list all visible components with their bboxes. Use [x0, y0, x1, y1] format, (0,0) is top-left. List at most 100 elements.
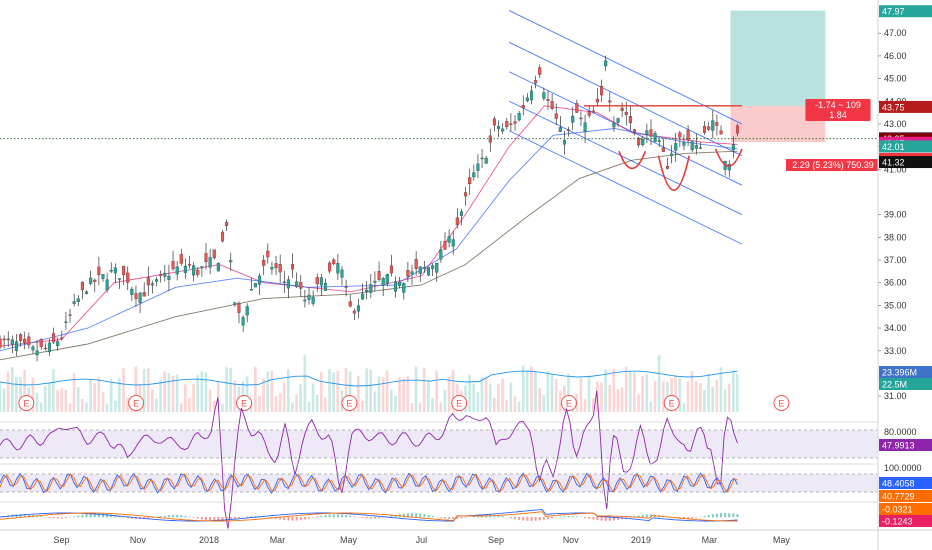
candle-body — [204, 253, 208, 263]
volume-bar — [542, 395, 546, 412]
macd-histogram-bar — [637, 515, 640, 518]
time-axis[interactable]: Sep Nov 2018 Mar May Jul Sep Nov 2019 Mar May — [0, 529, 932, 545]
macd-histogram-bar — [575, 516, 578, 518]
volume-bar — [23, 370, 26, 412]
time-tick-label: May — [340, 535, 358, 545]
candle-body — [220, 231, 225, 242]
volume-bar — [113, 400, 117, 412]
volume-bar — [488, 383, 492, 412]
candle-body — [649, 129, 653, 137]
candle-body — [694, 144, 698, 149]
candle-body — [703, 125, 707, 133]
candle-body — [496, 126, 501, 129]
macd-histogram-bar — [617, 517, 620, 520]
volume-bar — [109, 379, 113, 412]
macd-signal-badge — [879, 503, 932, 515]
volume-bar — [188, 398, 191, 412]
volume-bar — [35, 392, 39, 412]
price-axis-background — [878, 0, 932, 550]
candle-body — [381, 278, 385, 286]
macd-histogram-bar — [369, 517, 372, 519]
candle-body — [365, 289, 369, 293]
volume-bar — [43, 385, 47, 412]
volume-bar — [637, 394, 640, 412]
candle-body — [179, 254, 183, 264]
candle-body — [620, 107, 624, 111]
volume-bar — [118, 378, 121, 412]
macd-histogram-bar — [538, 517, 541, 521]
volume-bar — [291, 402, 294, 412]
volume-bar — [414, 366, 418, 412]
macd-histogram-bar — [180, 515, 183, 518]
earnings-marker[interactable] — [236, 395, 253, 411]
candle-body — [117, 278, 122, 280]
volume-bar — [216, 382, 220, 412]
volume-bar — [468, 374, 471, 412]
volume-badge — [879, 366, 932, 378]
volume-bar — [394, 395, 397, 412]
macd-histogram-bar — [534, 517, 537, 521]
volume-bar — [287, 369, 290, 412]
candle-body — [418, 266, 422, 274]
candle-body — [150, 283, 154, 286]
volume-badge — [879, 378, 932, 390]
earnings-marker[interactable] — [18, 395, 35, 411]
candle-body — [521, 105, 525, 109]
volume-bar — [31, 377, 35, 412]
volume-bar — [513, 396, 517, 412]
volume-bar — [624, 366, 628, 412]
earnings-marker[interactable] — [451, 395, 468, 411]
macd-histogram-bar — [27, 514, 30, 518]
macd-histogram-bar — [60, 517, 63, 519]
earnings-marker[interactable] — [341, 395, 358, 411]
candle-body — [422, 267, 426, 269]
volume-bar — [307, 402, 311, 412]
earnings-marker[interactable] — [663, 395, 680, 411]
volume-bar — [645, 374, 649, 412]
stoch-k-badge — [879, 477, 932, 489]
volume-bar — [731, 370, 735, 412]
volume-badge-label: 22.5M — [882, 380, 907, 390]
macd-histogram-bar — [340, 514, 343, 518]
volume-bar — [315, 394, 319, 412]
candle-body — [373, 280, 377, 283]
volume-bar — [373, 391, 377, 412]
candle-body — [645, 130, 649, 135]
volume-bar — [418, 402, 422, 412]
macd-histogram-bar — [172, 514, 175, 518]
candle-body — [356, 305, 361, 312]
volume-bar — [443, 389, 447, 412]
candle-body — [653, 132, 657, 142]
earnings-marker[interactable] — [773, 395, 790, 411]
volume-bar — [303, 354, 307, 412]
macd-histogram-bar — [497, 515, 500, 518]
macd-histogram-bar — [382, 517, 385, 518]
rsi-badge — [879, 439, 932, 451]
candle-body — [315, 277, 319, 285]
volume-bar — [68, 403, 72, 412]
rsi-pane[interactable] — [0, 390, 932, 529]
candle-body — [303, 299, 307, 302]
macd-pane[interactable] — [0, 501, 932, 522]
stoch-pane[interactable] — [0, 463, 932, 494]
candle-body — [122, 265, 126, 275]
volume-bar — [142, 369, 146, 412]
macd-histogram-bar — [682, 517, 685, 519]
volume-bar — [258, 395, 261, 412]
volume-bar — [134, 366, 138, 412]
earnings-marker[interactable] — [128, 395, 145, 411]
price-badge-label: 42.01 — [882, 142, 905, 152]
price-tick-label: 33.00 — [884, 346, 907, 356]
volume-bar — [509, 382, 513, 412]
price-axis[interactable]: 47.0046.0045.0044.0043.0042.0041.0039.00… — [877, 0, 932, 550]
volume-bar — [719, 367, 723, 412]
macd-histogram-bar — [102, 513, 105, 518]
earnings-marker[interactable] — [560, 395, 577, 411]
candle-body — [266, 250, 270, 258]
price-tick-label: 47.00 — [884, 28, 907, 38]
candle-body — [23, 338, 27, 344]
channel-line — [509, 130, 743, 245]
volume-bar — [328, 369, 331, 412]
